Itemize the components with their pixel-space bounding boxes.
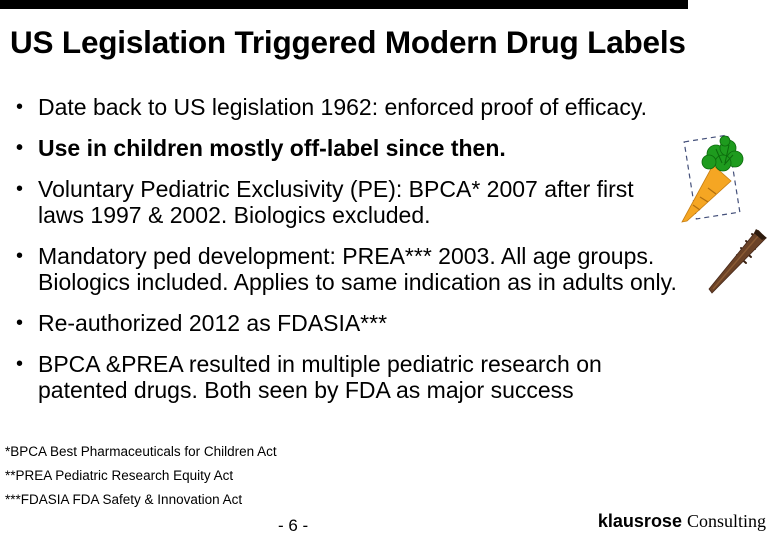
stick-icon: [708, 229, 767, 294]
carrot-image[interactable]: [679, 129, 761, 236]
footnote-prea: **PREA Pediatric Research Equity Act: [5, 468, 234, 483]
bullet-list: Date back to US legislation 1962: enforc…: [0, 94, 684, 418]
stick-image[interactable]: [696, 225, 774, 310]
brand-name: klausrose: [597, 511, 682, 531]
footnote-bpca: *BPCA Best Pharmaceuticals for Children …: [5, 444, 277, 459]
page-number: - 6 -: [278, 516, 309, 535]
bullet-item: Re-authorized 2012 as FDASIA***: [0, 310, 684, 336]
bullet-item: BPCA &PREA resulted in multiple pediatri…: [0, 351, 684, 403]
slide-title: US Legislation Triggered Modern Drug Lab…: [10, 24, 686, 60]
bullet-item: Date back to US legislation 1962: enforc…: [0, 94, 684, 120]
carrot-icon: [681, 134, 744, 223]
bullet-item: Voluntary Pediatric Exclusivity (PE): BP…: [0, 176, 684, 228]
footnote-fdasia: ***FDASIA FDA Safety & Innovation Act: [5, 492, 243, 507]
bullet-item: Mandatory ped development: PREA*** 2003.…: [0, 243, 684, 295]
brand-suffix: Consulting: [686, 511, 766, 531]
footer-brand: klausrose Consulting: [598, 510, 766, 532]
bullet-item: Use in children mostly off-label since t…: [0, 135, 684, 161]
slide-top-border: [0, 0, 688, 9]
footnotes: *BPCA Best Pharmaceuticals for Children …: [5, 444, 277, 516]
